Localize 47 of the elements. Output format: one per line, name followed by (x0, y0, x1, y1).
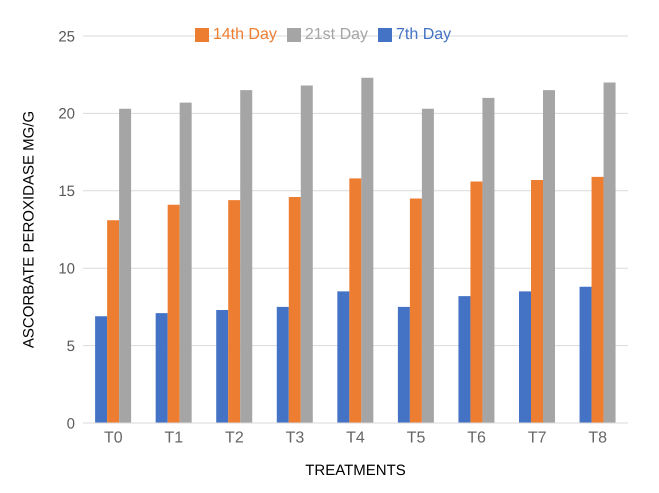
bar (107, 220, 120, 423)
bar (361, 78, 374, 423)
legend-label: 21st Day (304, 26, 368, 43)
bar (398, 306, 410, 423)
y-tick-label: 25 (58, 28, 75, 46)
y-tick-label: 0 (66, 415, 75, 432)
bar (240, 90, 252, 423)
bar (288, 196, 301, 423)
bar (604, 82, 616, 423)
bar (168, 204, 180, 423)
bar (156, 313, 168, 423)
bar (95, 316, 108, 423)
x-tick-label: T1 (164, 429, 184, 446)
bar (119, 108, 132, 423)
legend-label: 14th Day (212, 26, 277, 43)
bar (543, 90, 555, 423)
bar (592, 176, 604, 423)
x-tick-label: T7 (528, 429, 547, 446)
bar (482, 98, 494, 423)
y-tick-label: 10 (58, 260, 75, 278)
x-tick-label: T3 (286, 429, 304, 446)
bar (216, 310, 228, 423)
y-tick-label: 20 (58, 106, 75, 123)
bar (519, 291, 531, 423)
x-tick-label: T0 (104, 429, 123, 446)
legend-label: 7th Day (396, 26, 452, 43)
bar (300, 86, 313, 423)
bar (410, 198, 422, 423)
bar (349, 178, 362, 423)
y-tick-label: 15 (58, 183, 75, 200)
x-tick-label: T8 (588, 429, 608, 446)
bar (422, 108, 434, 423)
bar (337, 291, 350, 423)
bar (458, 296, 470, 423)
bar (276, 306, 289, 423)
x-tick-label: T6 (467, 429, 486, 446)
y-tick-label: 5 (66, 338, 75, 355)
bar (228, 200, 240, 423)
x-tick-label: T5 (406, 429, 426, 446)
bar (470, 182, 482, 423)
x-tick-label: T4 (346, 429, 365, 446)
x-tick-label: T2 (225, 429, 244, 446)
y-axis-title: ASCORBATE PEROXIDASE MG/G (20, 110, 38, 348)
bar (180, 102, 192, 423)
x-axis-title: TREATMENTS (305, 462, 406, 479)
bar (531, 180, 543, 423)
bar (580, 286, 592, 423)
